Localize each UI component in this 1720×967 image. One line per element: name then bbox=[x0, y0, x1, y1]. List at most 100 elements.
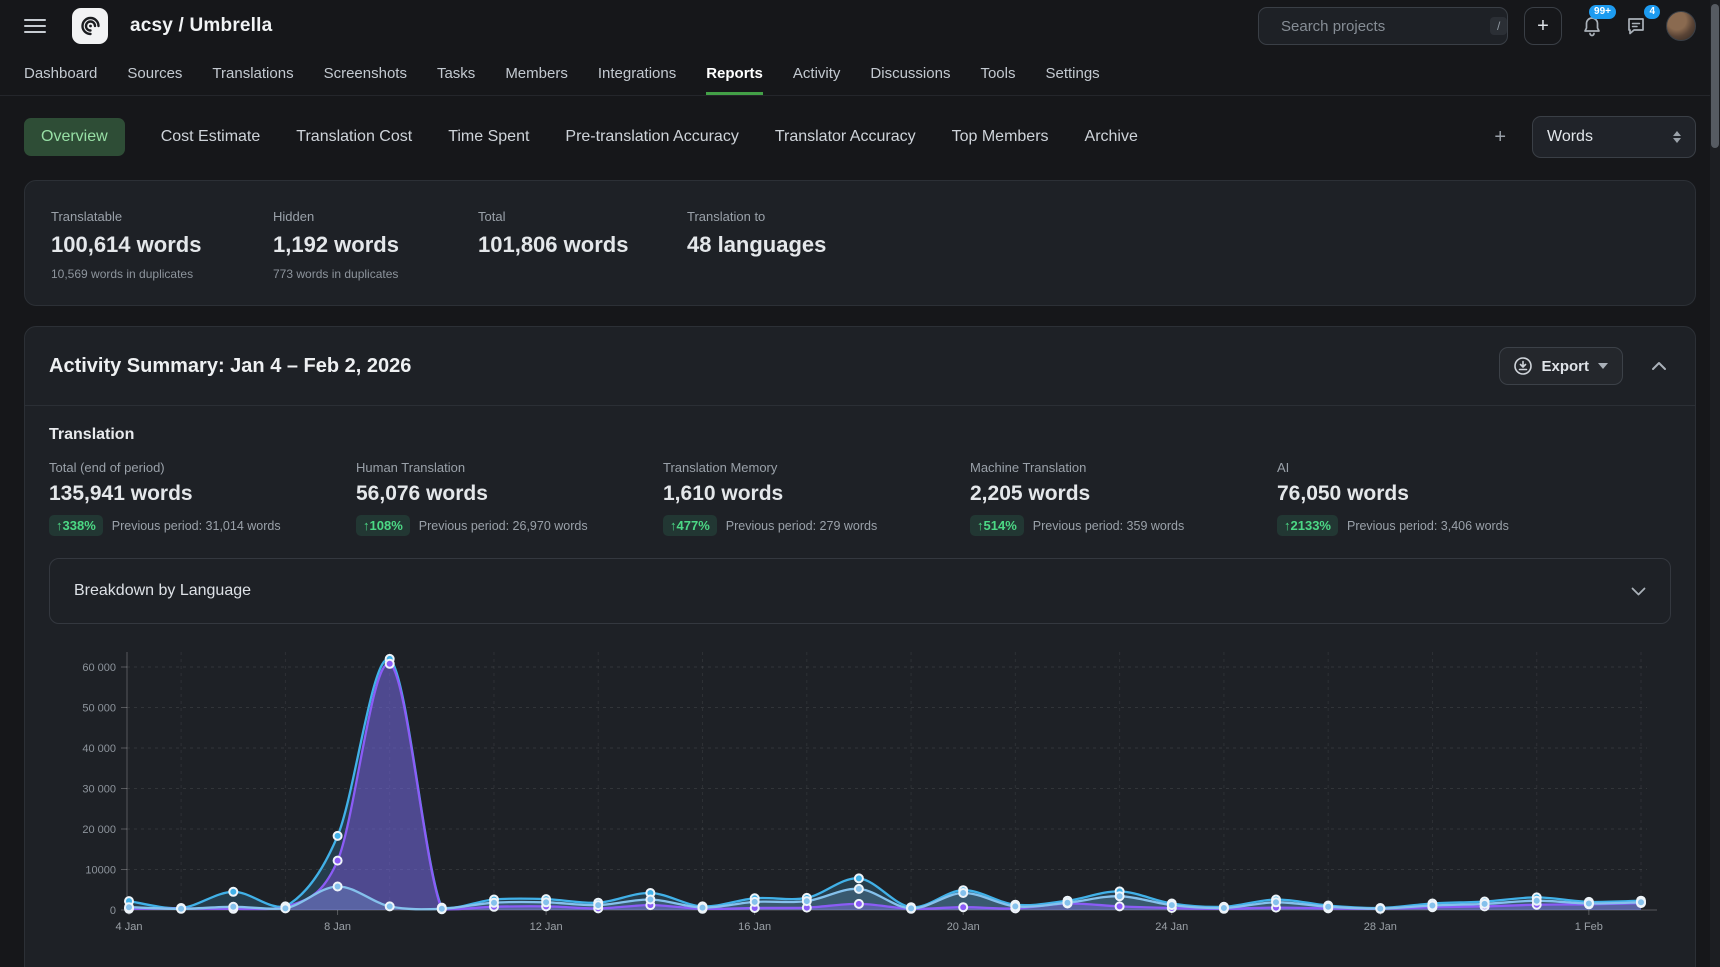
delta-badge: ↑514% bbox=[970, 515, 1024, 536]
stat-hidden: Hidden 1,192 words 773 words in duplicat… bbox=[273, 209, 478, 281]
stat-label: Total bbox=[478, 209, 667, 224]
stat-value: 1,192 words bbox=[273, 232, 458, 258]
previous-period-text: Previous period: 279 words bbox=[726, 519, 877, 533]
add-report-button[interactable]: + bbox=[1494, 126, 1506, 149]
metric-ai: AI 76,050 words ↑2133% Previous period: … bbox=[1277, 460, 1671, 536]
metric-label: Machine Translation bbox=[970, 460, 1259, 475]
svg-text:0: 0 bbox=[110, 905, 116, 917]
select-arrows-icon bbox=[1673, 131, 1681, 143]
svg-text:1 Feb: 1 Feb bbox=[1575, 921, 1603, 933]
bird-logo-icon bbox=[77, 13, 103, 39]
previous-period-text: Previous period: 359 words bbox=[1033, 519, 1184, 533]
svg-text:12 Jan: 12 Jan bbox=[530, 921, 563, 933]
delta-badge: ↑108% bbox=[356, 515, 410, 536]
subtab-time-spent[interactable]: Time Spent bbox=[448, 128, 529, 146]
translation-activity-line-chart: 01000020 00030 00040 00050 00060 0004 Ja… bbox=[49, 638, 1671, 938]
metric-value: 2,205 words bbox=[970, 482, 1259, 506]
metric-label: AI bbox=[1277, 460, 1653, 475]
previous-period-text: Previous period: 26,970 words bbox=[419, 519, 588, 533]
breakdown-by-language-label: Breakdown by Language bbox=[74, 582, 251, 600]
activity-summary-card: Activity Summary: Jan 4 – Feb 2, 2026 Ex… bbox=[24, 326, 1696, 967]
breakdown-by-language-toggle[interactable]: Breakdown by Language bbox=[49, 558, 1671, 624]
metric-human-translation: Human Translation 56,076 words ↑108% Pre… bbox=[356, 460, 663, 536]
nav-item-reports[interactable]: Reports bbox=[706, 52, 763, 95]
svg-text:8 Jan: 8 Jan bbox=[324, 921, 351, 933]
download-icon bbox=[1514, 357, 1532, 375]
stat-translation-to: Translation to 48 languages bbox=[687, 209, 846, 281]
crowdin-logo[interactable] bbox=[72, 8, 108, 44]
page-scrollbar-thumb[interactable] bbox=[1711, 4, 1719, 148]
create-project-button[interactable]: + bbox=[1524, 7, 1562, 45]
nav-item-members[interactable]: Members bbox=[505, 52, 568, 95]
nav-item-tools[interactable]: Tools bbox=[980, 52, 1015, 95]
subtab-top-members[interactable]: Top Members bbox=[952, 128, 1049, 146]
subtab-translator-accuracy[interactable]: Translator Accuracy bbox=[775, 128, 916, 146]
activity-chart: 01000020 00030 00040 00050 00060 0004 Ja… bbox=[25, 624, 1695, 943]
stat-label: Translatable bbox=[51, 209, 253, 224]
search-input[interactable] bbox=[1281, 18, 1480, 35]
svg-text:10000: 10000 bbox=[85, 865, 116, 877]
svg-text:30 000: 30 000 bbox=[82, 784, 116, 796]
nav-item-settings[interactable]: Settings bbox=[1045, 52, 1099, 95]
metric-total-end-of-period: Total (end of period) 135,941 words ↑338… bbox=[49, 460, 356, 536]
nav-item-translations[interactable]: Translations bbox=[212, 52, 293, 95]
export-button-label: Export bbox=[1541, 358, 1589, 375]
user-avatar[interactable] bbox=[1666, 11, 1696, 41]
stat-translatable: Translatable 100,614 words 10,569 words … bbox=[51, 209, 273, 281]
svg-text:20 Jan: 20 Jan bbox=[947, 921, 980, 933]
export-button[interactable]: Export bbox=[1499, 347, 1623, 385]
nav-item-sources[interactable]: Sources bbox=[127, 52, 182, 95]
unit-dropdown-value: Words bbox=[1547, 128, 1593, 146]
delta-badge: ↑338% bbox=[49, 515, 103, 536]
svg-text:16 Jan: 16 Jan bbox=[738, 921, 771, 933]
subtab-translation-cost[interactable]: Translation Cost bbox=[296, 128, 412, 146]
search-projects-box[interactable]: / bbox=[1258, 7, 1508, 45]
chat-icon bbox=[1626, 16, 1646, 36]
hamburger-menu-icon[interactable] bbox=[24, 15, 46, 37]
svg-text:50 000: 50 000 bbox=[82, 703, 116, 715]
collapse-section-button[interactable] bbox=[1647, 354, 1671, 378]
metric-translation-memory: Translation Memory 1,610 words ↑477% Pre… bbox=[663, 460, 970, 536]
nav-item-screenshots[interactable]: Screenshots bbox=[324, 52, 407, 95]
nav-item-discussions[interactable]: Discussions bbox=[870, 52, 950, 95]
stat-sub: 10,569 words in duplicates bbox=[51, 267, 253, 281]
notifications-button[interactable]: 99+ bbox=[1578, 12, 1606, 40]
metric-label: Total (end of period) bbox=[49, 460, 338, 475]
stat-total: Total 101,806 words bbox=[478, 209, 687, 281]
subtab-pretranslation-accuracy[interactable]: Pre-translation Accuracy bbox=[565, 128, 738, 146]
previous-period-text: Previous period: 3,406 words bbox=[1347, 519, 1509, 533]
nav-item-integrations[interactable]: Integrations bbox=[598, 52, 676, 95]
nav-item-activity[interactable]: Activity bbox=[793, 52, 841, 95]
subtab-overview[interactable]: Overview bbox=[24, 118, 125, 156]
page-scrollbar-track bbox=[1710, 0, 1720, 967]
svg-text:4 Jan: 4 Jan bbox=[116, 921, 143, 933]
delta-badge: ↑2133% bbox=[1277, 515, 1338, 536]
metric-value: 76,050 words bbox=[1277, 482, 1653, 506]
metric-value: 1,610 words bbox=[663, 482, 952, 506]
metric-label: Human Translation bbox=[356, 460, 645, 475]
svg-text:28 Jan: 28 Jan bbox=[1364, 921, 1397, 933]
nav-item-dashboard[interactable]: Dashboard bbox=[24, 52, 97, 95]
word-stats-card: Translatable 100,614 words 10,569 words … bbox=[24, 180, 1696, 306]
stat-label: Translation to bbox=[687, 209, 826, 224]
stat-value: 101,806 words bbox=[478, 232, 667, 258]
subtab-archive[interactable]: Archive bbox=[1085, 128, 1138, 146]
subtab-cost-estimate[interactable]: Cost Estimate bbox=[161, 128, 261, 146]
translation-section-title: Translation bbox=[49, 426, 1671, 444]
previous-period-text: Previous period: 31,014 words bbox=[112, 519, 281, 533]
stat-value: 48 languages bbox=[687, 232, 826, 258]
svg-text:60 000: 60 000 bbox=[82, 662, 116, 674]
stat-label: Hidden bbox=[273, 209, 458, 224]
nav-item-tasks[interactable]: Tasks bbox=[437, 52, 475, 95]
metric-label: Translation Memory bbox=[663, 460, 952, 475]
notifications-count-badge: 99+ bbox=[1589, 5, 1616, 19]
unit-dropdown[interactable]: Words bbox=[1532, 116, 1696, 158]
metric-machine-translation: Machine Translation 2,205 words ↑514% Pr… bbox=[970, 460, 1277, 536]
delta-badge: ↑477% bbox=[663, 515, 717, 536]
metric-value: 135,941 words bbox=[49, 482, 338, 506]
reports-subtabs: Overview Cost Estimate Translation Cost … bbox=[0, 96, 1720, 180]
project-nav: Dashboard Sources Translations Screensho… bbox=[0, 52, 1720, 96]
svg-text:20 000: 20 000 bbox=[82, 824, 116, 836]
messages-button[interactable]: 4 bbox=[1622, 12, 1650, 40]
chevron-down-icon bbox=[1631, 587, 1646, 596]
